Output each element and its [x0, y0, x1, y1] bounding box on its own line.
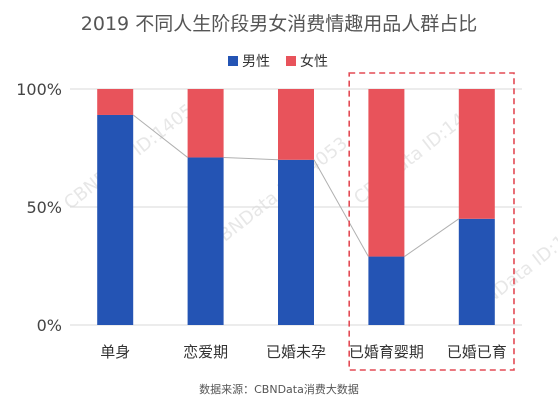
highlight-box: [348, 72, 515, 371]
chart-title: 2019 不同人生阶段男女消费情趣用品人群占比: [81, 13, 477, 35]
connector-segment: [132, 114, 188, 158]
bar-female-2: [187, 89, 224, 158]
y-tick-label: 0%: [37, 316, 62, 335]
bar-male-5: [458, 218, 495, 325]
y-tick-label: 50%: [26, 198, 62, 217]
bar-male-3: [278, 159, 314, 325]
legend-swatch-1: [228, 56, 238, 66]
bars: [97, 89, 495, 326]
bar-male-1: [97, 114, 134, 326]
x-axis: 单身 恋爱期 已婚未孕 已婚育婴期 已婚已育: [100, 343, 507, 361]
connector-segment: [313, 159, 369, 257]
bar-female-5: [458, 89, 495, 219]
bar-male-2: [187, 157, 224, 325]
bar-male-4: [368, 256, 405, 325]
legend: 男性 女性: [228, 53, 328, 70]
x-tick-label: 已婚已育: [447, 343, 507, 361]
y-tick-label: 100%: [16, 80, 62, 99]
source-note: 数据来源：CBNData消费大数据: [199, 382, 359, 396]
bar-female-3: [278, 89, 314, 160]
legend-label-1: 男性: [242, 54, 270, 70]
bar-female-4: [368, 89, 405, 257]
x-tick-label: 单身: [100, 343, 130, 361]
bar-female-1: [97, 89, 134, 115]
connector-line: [132, 114, 460, 257]
y-axis: 0% 50% 100%: [16, 80, 62, 335]
x-tick-label: 已婚育婴期: [349, 343, 424, 361]
connector-segment: [404, 218, 460, 257]
legend-label-2: 女性: [300, 53, 328, 70]
legend-swatch-2: [286, 56, 296, 66]
watermark-text: CBNData ID:14053: [60, 93, 207, 214]
x-tick-label: 恋爱期: [183, 343, 228, 361]
connector-segment: [223, 156, 279, 161]
x-tick-label: 已婚未孕: [266, 343, 326, 361]
